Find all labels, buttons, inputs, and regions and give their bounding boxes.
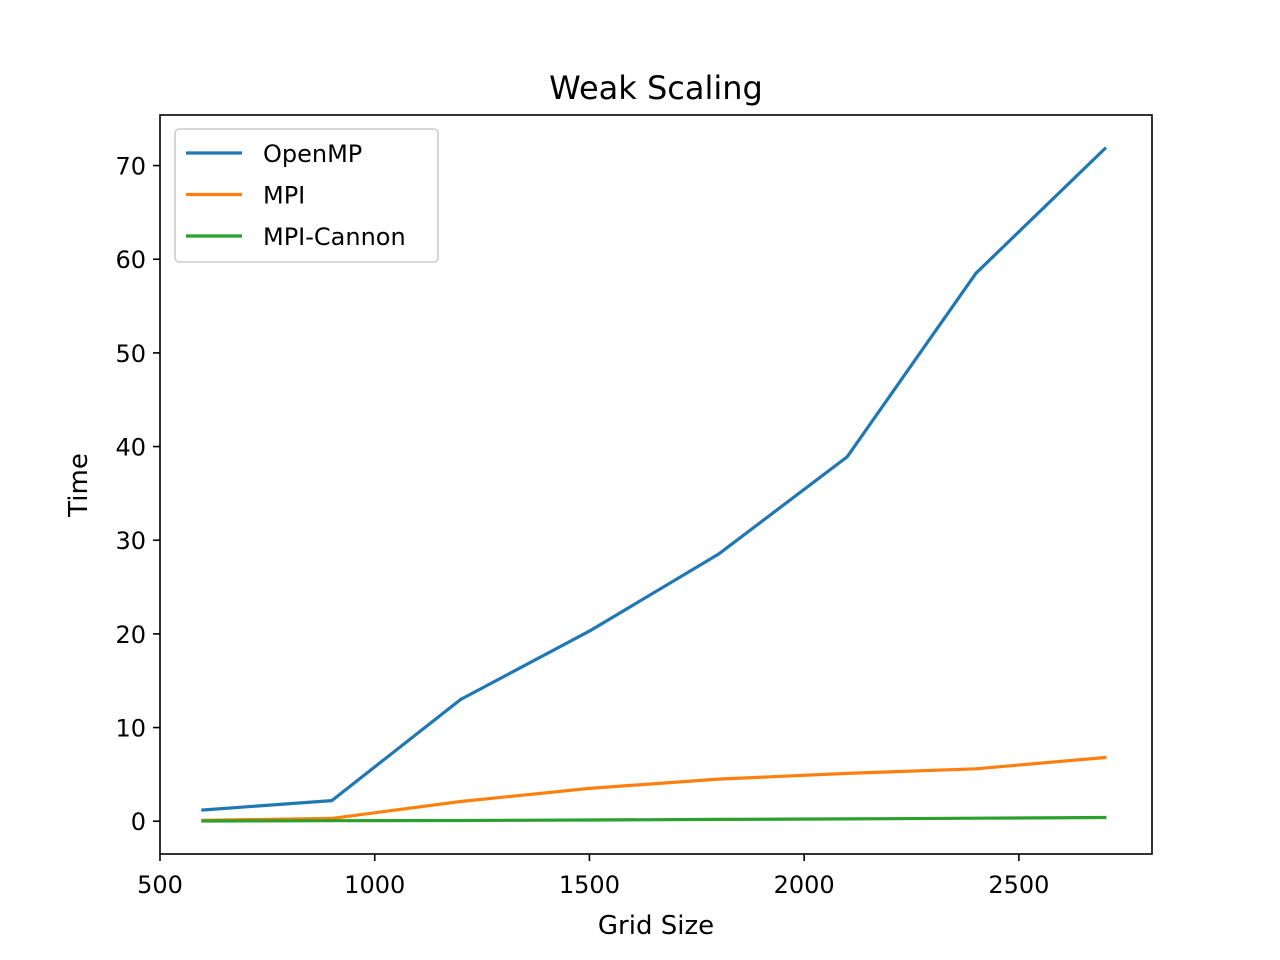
legend-box: [174, 128, 439, 263]
x-tick-label: 2000: [774, 871, 835, 899]
y-axis-label: Time: [64, 453, 94, 518]
y-tick-label: 30: [115, 527, 146, 555]
y-axis-ticks: 0 10 20 30 40 50 60 70: [115, 153, 160, 836]
chart-title: Weak Scaling: [549, 69, 763, 107]
y-tick-label: 60: [115, 246, 146, 274]
y-tick-label: 50: [115, 340, 146, 368]
legend: OpenMP MPI MPI-Cannon: [174, 128, 439, 263]
plot-lines: [201, 146, 1108, 823]
legend-label-mpi: MPI: [263, 182, 305, 210]
x-tick-label: 2500: [988, 871, 1049, 899]
y-tick-label: 70: [115, 153, 146, 181]
legend-label-openmp: OpenMP: [263, 140, 362, 168]
y-tick-label: 40: [115, 434, 146, 462]
series-line-mpi-cannon: [201, 815, 1107, 823]
series-line-mpi: [201, 755, 1107, 822]
x-tick-label: 1000: [344, 871, 405, 899]
series-line-openmp: [201, 146, 1108, 812]
y-tick-label: 10: [115, 715, 146, 743]
x-axis-ticks: 500 1000 1500 2000 2500: [137, 854, 1049, 899]
y-tick-label: 0: [131, 808, 146, 836]
plot-area-frame: [159, 114, 1153, 855]
y-tick-label: 20: [115, 621, 146, 649]
legend-label-mpi-cannon: MPI-Cannon: [263, 223, 406, 251]
x-tick-label: 1500: [559, 871, 620, 899]
x-tick-label: 500: [137, 871, 183, 899]
x-axis-label: Grid Size: [598, 911, 714, 941]
